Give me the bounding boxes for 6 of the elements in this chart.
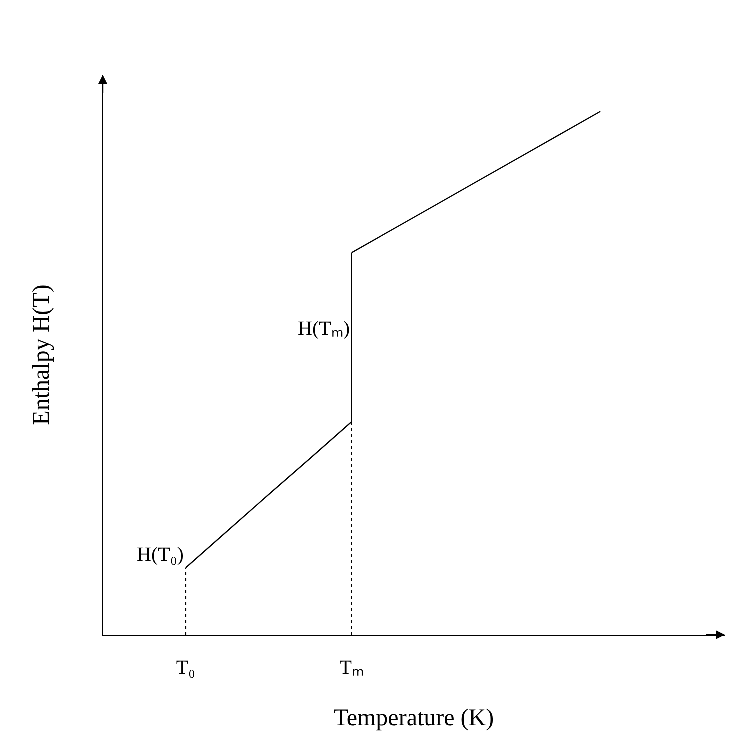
x-tick-label: T₀	[176, 657, 196, 680]
annotation: H(Tₘ)	[298, 318, 350, 340]
y-axis-title: Enthalpy H(T)	[29, 284, 55, 426]
annotation: H(T₀)	[137, 544, 184, 566]
x-tick-label: Tₘ	[340, 657, 364, 680]
x-axis-title: Temperature (K)	[334, 705, 494, 732]
